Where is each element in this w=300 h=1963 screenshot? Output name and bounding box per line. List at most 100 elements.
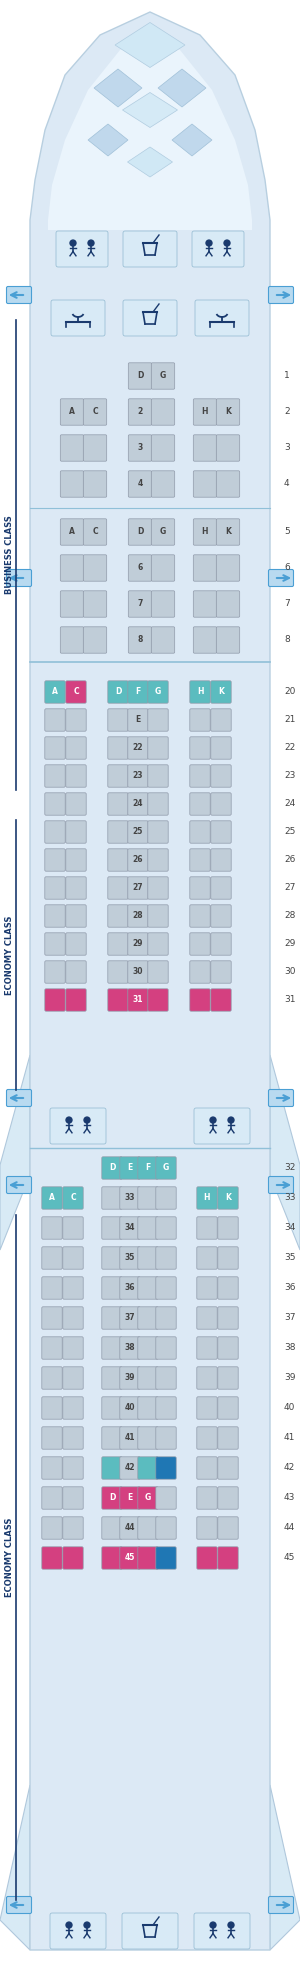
FancyBboxPatch shape bbox=[7, 1176, 32, 1194]
FancyBboxPatch shape bbox=[45, 960, 65, 983]
Text: 26: 26 bbox=[133, 856, 143, 864]
FancyBboxPatch shape bbox=[102, 1427, 122, 1449]
FancyBboxPatch shape bbox=[156, 1188, 176, 1209]
FancyBboxPatch shape bbox=[148, 709, 168, 730]
FancyBboxPatch shape bbox=[128, 793, 148, 815]
Text: 44: 44 bbox=[125, 1523, 135, 1533]
FancyBboxPatch shape bbox=[108, 848, 128, 872]
FancyBboxPatch shape bbox=[138, 1547, 158, 1568]
FancyBboxPatch shape bbox=[120, 1337, 140, 1358]
Text: 2: 2 bbox=[284, 408, 289, 416]
FancyBboxPatch shape bbox=[148, 821, 168, 844]
Polygon shape bbox=[172, 124, 212, 155]
FancyBboxPatch shape bbox=[218, 1188, 238, 1209]
Circle shape bbox=[210, 1922, 216, 1928]
Circle shape bbox=[224, 239, 230, 245]
FancyBboxPatch shape bbox=[216, 591, 240, 616]
FancyBboxPatch shape bbox=[138, 1337, 158, 1358]
Text: 41: 41 bbox=[284, 1433, 296, 1443]
FancyBboxPatch shape bbox=[218, 1366, 238, 1390]
Text: 30: 30 bbox=[133, 968, 143, 976]
Circle shape bbox=[84, 1117, 90, 1123]
Text: 39: 39 bbox=[125, 1374, 135, 1382]
FancyBboxPatch shape bbox=[7, 287, 32, 304]
Text: 2: 2 bbox=[137, 408, 142, 416]
Text: 25: 25 bbox=[284, 828, 296, 836]
FancyBboxPatch shape bbox=[120, 1366, 140, 1390]
FancyBboxPatch shape bbox=[156, 1427, 176, 1449]
FancyBboxPatch shape bbox=[42, 1547, 62, 1568]
FancyBboxPatch shape bbox=[151, 471, 175, 497]
FancyBboxPatch shape bbox=[102, 1217, 122, 1239]
FancyBboxPatch shape bbox=[190, 821, 210, 844]
FancyBboxPatch shape bbox=[218, 1307, 238, 1329]
FancyBboxPatch shape bbox=[42, 1188, 62, 1209]
FancyBboxPatch shape bbox=[128, 434, 152, 461]
Text: F: F bbox=[146, 1164, 151, 1172]
FancyBboxPatch shape bbox=[102, 1156, 122, 1180]
FancyBboxPatch shape bbox=[122, 1914, 178, 1949]
Circle shape bbox=[88, 239, 94, 245]
Text: 40: 40 bbox=[125, 1404, 135, 1413]
FancyBboxPatch shape bbox=[218, 1337, 238, 1358]
Text: 6: 6 bbox=[137, 563, 142, 573]
FancyBboxPatch shape bbox=[66, 960, 86, 983]
Text: G: G bbox=[155, 687, 161, 697]
FancyBboxPatch shape bbox=[108, 960, 128, 983]
FancyBboxPatch shape bbox=[218, 1427, 238, 1449]
FancyBboxPatch shape bbox=[108, 681, 128, 703]
FancyBboxPatch shape bbox=[156, 1366, 176, 1390]
Text: 7: 7 bbox=[137, 599, 143, 609]
FancyBboxPatch shape bbox=[120, 1276, 140, 1300]
Polygon shape bbox=[30, 12, 270, 1949]
FancyBboxPatch shape bbox=[197, 1307, 217, 1329]
FancyBboxPatch shape bbox=[148, 960, 168, 983]
FancyBboxPatch shape bbox=[156, 1517, 176, 1539]
Circle shape bbox=[206, 239, 212, 245]
FancyBboxPatch shape bbox=[211, 821, 231, 844]
Polygon shape bbox=[270, 1784, 300, 1949]
Text: D: D bbox=[137, 528, 143, 536]
Text: 27: 27 bbox=[284, 883, 296, 893]
Text: K: K bbox=[225, 1194, 231, 1203]
FancyBboxPatch shape bbox=[7, 1089, 32, 1107]
FancyBboxPatch shape bbox=[102, 1188, 122, 1209]
Polygon shape bbox=[158, 69, 206, 108]
FancyBboxPatch shape bbox=[63, 1337, 83, 1358]
FancyBboxPatch shape bbox=[156, 1217, 176, 1239]
FancyBboxPatch shape bbox=[216, 471, 240, 497]
FancyBboxPatch shape bbox=[63, 1307, 83, 1329]
FancyBboxPatch shape bbox=[128, 681, 148, 703]
FancyBboxPatch shape bbox=[102, 1457, 122, 1480]
FancyBboxPatch shape bbox=[66, 877, 86, 899]
FancyBboxPatch shape bbox=[194, 1914, 250, 1949]
FancyBboxPatch shape bbox=[60, 518, 84, 546]
Text: 23: 23 bbox=[133, 771, 143, 781]
FancyBboxPatch shape bbox=[66, 681, 86, 703]
Text: 34: 34 bbox=[125, 1223, 135, 1233]
FancyBboxPatch shape bbox=[268, 569, 293, 587]
FancyBboxPatch shape bbox=[216, 626, 240, 654]
FancyBboxPatch shape bbox=[7, 1896, 32, 1914]
FancyBboxPatch shape bbox=[42, 1427, 62, 1449]
FancyBboxPatch shape bbox=[66, 821, 86, 844]
Text: 44: 44 bbox=[284, 1523, 295, 1533]
FancyBboxPatch shape bbox=[190, 877, 210, 899]
FancyBboxPatch shape bbox=[190, 960, 210, 983]
FancyBboxPatch shape bbox=[218, 1276, 238, 1300]
FancyBboxPatch shape bbox=[66, 932, 86, 956]
FancyBboxPatch shape bbox=[102, 1486, 122, 1510]
FancyBboxPatch shape bbox=[45, 877, 65, 899]
Text: 8: 8 bbox=[137, 636, 143, 644]
FancyBboxPatch shape bbox=[211, 736, 231, 760]
FancyBboxPatch shape bbox=[197, 1486, 217, 1510]
Text: 26: 26 bbox=[284, 856, 296, 864]
FancyBboxPatch shape bbox=[128, 471, 152, 497]
FancyBboxPatch shape bbox=[45, 681, 65, 703]
Text: G: G bbox=[160, 528, 166, 536]
FancyBboxPatch shape bbox=[45, 709, 65, 730]
FancyBboxPatch shape bbox=[120, 1517, 140, 1539]
FancyBboxPatch shape bbox=[7, 569, 32, 587]
Polygon shape bbox=[115, 22, 185, 67]
FancyBboxPatch shape bbox=[138, 1517, 158, 1539]
